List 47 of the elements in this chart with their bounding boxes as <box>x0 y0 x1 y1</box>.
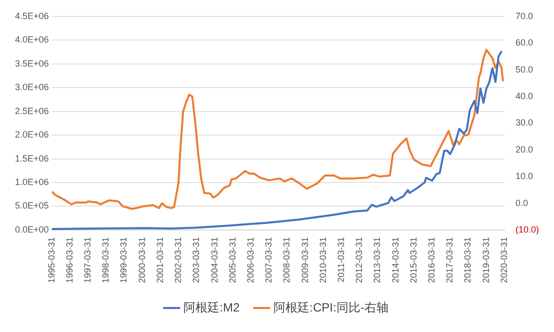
y2-tick-label: 70.0 <box>515 10 534 21</box>
y2-tick-label: 20.0 <box>515 144 534 154</box>
x-tick-label: 2012-03-31 <box>354 236 364 284</box>
x-tick-label: 2004-03-31 <box>209 236 220 284</box>
x-tick-label: 2005-03-31 <box>227 236 238 284</box>
x-tick-label: 1995-03-31 <box>46 236 56 284</box>
y2-tick-label: 50.0 <box>515 64 534 74</box>
x-tick-label: 2016-03-31 <box>426 236 437 284</box>
x-tick-label: 2018-03-31 <box>462 236 473 284</box>
y-tick-label: 1.5E+06 <box>15 153 49 164</box>
x-tick-label: 2020-03-31 <box>498 236 509 284</box>
y-tick-label: 1.0E+06 <box>15 176 49 187</box>
x-tick-label: 2009-03-31 <box>300 236 310 284</box>
x-tick-label: 1997-03-31 <box>82 236 93 284</box>
x-tick-label: 2007-03-31 <box>264 236 274 284</box>
x-tick-label: 2019-03-31 <box>480 236 491 284</box>
y2-tick-label: 0.0 <box>515 198 528 208</box>
y-tick-label: 3.5E+06 <box>15 58 49 68</box>
y2-tick-label: 10.0 <box>515 171 534 182</box>
y2-tick-label: (10.0) <box>515 224 540 234</box>
y2-tick-label: 40.0 <box>515 90 534 101</box>
y-tick-label: 2.0E+06 <box>15 130 49 140</box>
x-tick-label: 2014-03-31 <box>390 236 400 284</box>
x-tick-label: 2010-03-31 <box>318 236 328 284</box>
x-tick-label: 2011-03-31 <box>336 236 346 282</box>
y-tick-label: 0.0E+00 <box>15 224 49 234</box>
x-tick-label: 2017-03-31 <box>444 236 455 284</box>
y2-tick-label: 60.0 <box>515 38 534 48</box>
legend-label: 阿根廷:CPI:同比-右轴 <box>274 300 388 314</box>
y-tick-label: 5.0E+05 <box>15 200 49 211</box>
x-tick-label: 1999-03-31 <box>118 236 129 284</box>
y-tick-label: 2.5E+06 <box>15 106 49 116</box>
x-tick-label: 2001-03-31 <box>154 236 165 284</box>
y2-tick-label: 30.0 <box>515 118 534 128</box>
y-tick-label: 4.5E+06 <box>15 10 49 21</box>
x-tick-label: 2006-03-31 <box>245 236 256 284</box>
x-tick-label: 2008-03-31 <box>282 236 292 284</box>
y-tick-label: 4.0E+06 <box>15 34 49 45</box>
x-tick-label: 1996-03-31 <box>64 236 74 284</box>
x-tick-label: 2015-03-31 <box>408 236 418 284</box>
legend-label: 阿根廷:M2 <box>184 300 240 314</box>
x-tick-label: 1998-03-31 <box>100 236 111 284</box>
x-tick-label: 2013-03-31 <box>372 236 382 284</box>
y-tick-label: 3.0E+06 <box>15 82 49 92</box>
x-tick-label: 2000-03-31 <box>136 236 147 284</box>
x-tick-label: 2002-03-31 <box>173 236 184 284</box>
x-tick-label: 2003-03-31 <box>191 236 202 284</box>
